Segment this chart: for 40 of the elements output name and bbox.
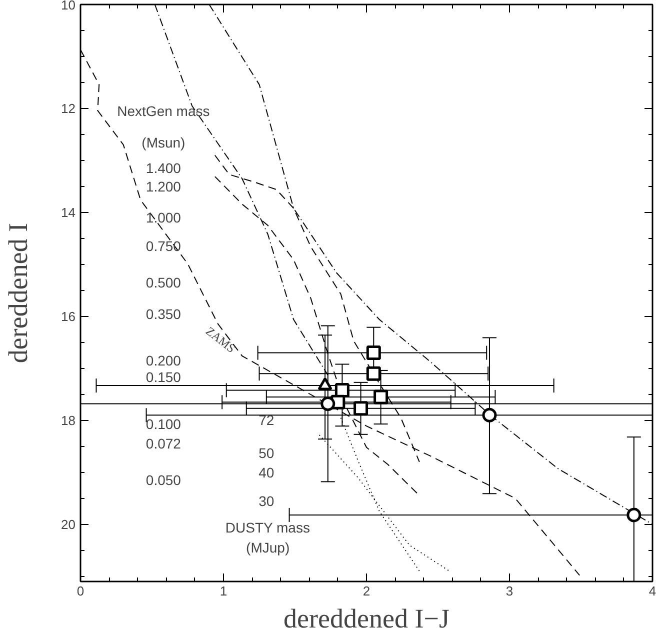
- annotation: 0.200: [146, 352, 182, 369]
- x-axis-title: dereddened I−J: [284, 604, 450, 634]
- annotation: 0.100: [146, 416, 182, 432]
- annotation: DUSTY mass: [225, 519, 310, 536]
- annotation: 0.500: [146, 274, 182, 291]
- x-tick-label: 4: [648, 584, 656, 598]
- y-tick-label: 12: [61, 100, 76, 116]
- point: [366, 346, 381, 360]
- annotation: 1.200: [146, 178, 182, 194]
- annotation: 1.000: [146, 210, 182, 226]
- annotation: 30: [258, 492, 274, 509]
- y-tick-label: 14: [61, 204, 76, 220]
- annotation: 1.400: [146, 160, 182, 176]
- y-tick-label: 20: [61, 516, 76, 532]
- annotation: 72: [258, 412, 274, 428]
- annotation: 0.750: [146, 238, 182, 254]
- annotation: 0.150: [146, 369, 182, 386]
- annotation: 50: [258, 445, 274, 462]
- x-tick-label: 2: [362, 584, 370, 598]
- x-tick-label: 0: [76, 584, 84, 598]
- x-tick-label: 3: [506, 584, 514, 598]
- point: [482, 408, 497, 422]
- point: [366, 366, 381, 381]
- point: [354, 401, 368, 416]
- point: [320, 396, 336, 411]
- point: [334, 382, 350, 398]
- point: [374, 390, 388, 404]
- y-tick-label: 10: [61, 0, 76, 12]
- annotation: 0.350: [146, 306, 182, 322]
- point: [626, 508, 642, 522]
- x-tick-label: 1: [220, 584, 228, 598]
- annotation: NextGen mass: [117, 103, 210, 120]
- annotation: 0.050: [146, 472, 182, 488]
- y-axis-title: dereddened I: [3, 222, 34, 364]
- annotation: 40: [258, 464, 274, 480]
- annotation: 0.072: [146, 436, 182, 452]
- y-tick-label: 16: [61, 308, 76, 324]
- y-tick-label: 18: [61, 412, 76, 428]
- annotation: (MJup): [246, 540, 290, 556]
- annotation: (Msun): [142, 134, 186, 150]
